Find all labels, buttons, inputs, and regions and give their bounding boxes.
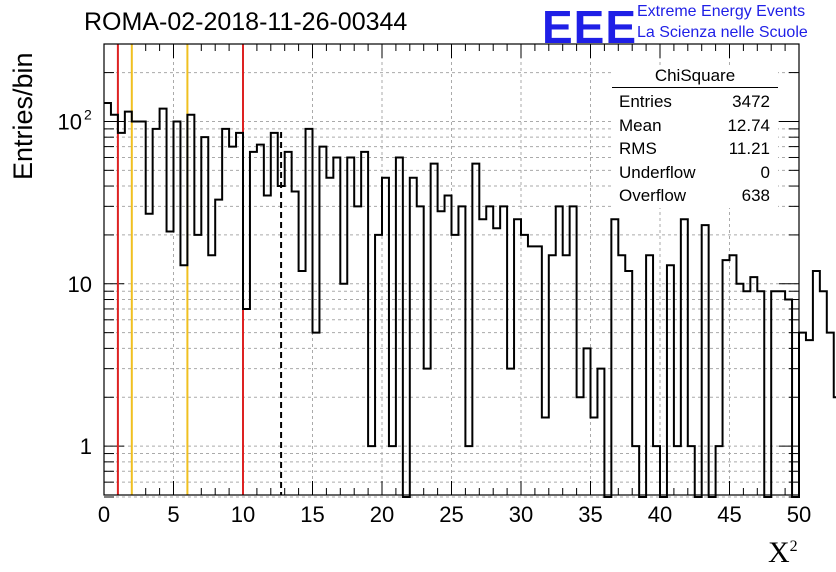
x-tick-label: 20 [370,502,394,527]
y-tick-label: 10 [58,109,82,134]
y-tick-exponent: 2 [84,106,92,122]
stats-row-rms: RMS 11.21 [619,139,770,158]
stats-row-overflow: Overflow 638 [619,186,770,205]
y-tick-label: 1 [80,434,92,459]
eee-logo: EEE [542,1,638,53]
x-tick-label: 10 [231,502,255,527]
x-tick-label: 30 [509,502,533,527]
x-tick-label: 45 [717,502,741,527]
x-tick-label: 5 [167,502,179,527]
chart-title: ROMA-02-2018-11-26-00344 [84,8,408,36]
stats-header: ChiSquare [612,66,778,88]
x-tick-label: 0 [98,502,110,527]
x-tick-label: 40 [648,502,672,527]
plot-frame [103,43,800,496]
x-axis-label: X2 [768,536,798,569]
x-tick-label: 35 [578,502,602,527]
logo-line-1: Extreme Energy Events [637,3,806,20]
x-tick-label: 15 [300,502,324,527]
x-tick-label: 25 [439,502,463,527]
x-tick-label: 50 [787,502,811,527]
y-axis-label: Entries/bin [8,52,38,180]
histogram-outline [104,101,836,498]
stats-box: ChiSquare Entries 3472 Mean 12.74 RMS 11.21… [612,66,778,208]
stats-row-entries: Entries 3472 [619,92,770,111]
stats-row-underflow: Underflow 0 [619,162,770,182]
x-tick-labels: 0 5 10 15 20 25 30 35 40 45 50 [98,502,811,527]
y-tick-label: 10 [68,272,92,297]
stats-row-mean: Mean 12.74 [619,115,770,135]
reference-lines [116,44,283,495]
logo-line-2: La Scienza nelle Scuole [637,24,808,41]
